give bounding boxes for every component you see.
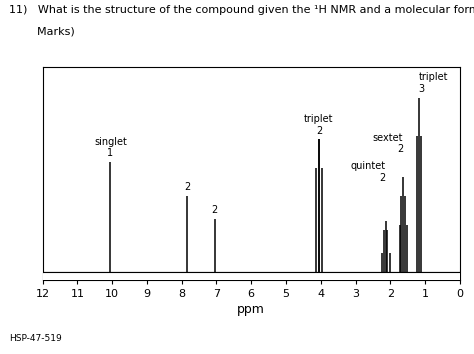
Text: triplet
2: triplet 2 [304,114,334,136]
X-axis label: ppm: ppm [237,303,265,316]
Text: 2: 2 [184,182,190,193]
Text: Marks): Marks) [9,27,75,36]
Text: singlet
1: singlet 1 [94,137,127,158]
Text: 2: 2 [211,205,218,215]
Text: quintet
2: quintet 2 [351,161,386,183]
Text: triplet
3: triplet 3 [419,72,448,94]
Text: HSP-47-519: HSP-47-519 [9,335,62,343]
Text: sextet
2: sextet 2 [373,133,403,154]
Bar [43,273,460,280]
Text: 11)   What is the structure of the compound given the ¹H NMR and a molecular for: 11) What is the structure of the compoun… [9,5,474,15]
